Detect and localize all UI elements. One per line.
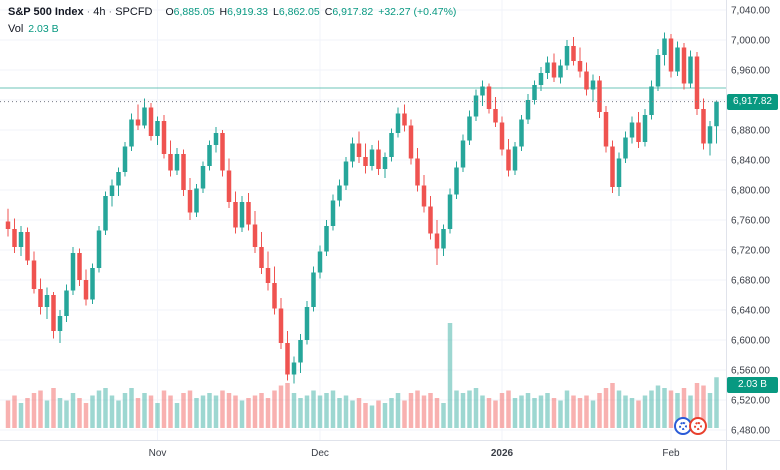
svg-text:Nov: Nov [149,448,167,459]
logo-red-icon [689,417,707,435]
volume-badge: 2.03 B [727,377,778,394]
svg-text:6,560.00: 6,560.00 [731,366,770,377]
svg-text:6,720.00: 6,720.00 [731,246,770,257]
high-key: H [219,6,228,18]
svg-text:6,480.00: 6,480.00 [731,426,770,437]
svg-text:6,840.00: 6,840.00 [731,156,770,167]
logo-blue-inner [679,422,687,430]
change-value: +32.27 (+0.47%) [378,6,457,18]
svg-text:6,960.00: 6,960.00 [731,66,770,77]
volume-value: 2.03 B [28,23,59,35]
svg-text:7,000.00: 7,000.00 [731,36,770,47]
grid [0,0,726,440]
low-value: 6,862.05 [278,6,320,18]
interval-label[interactable]: 4h [93,6,106,18]
y-axis[interactable]: 7,040.007,000.006,960.006,920.006,880.00… [731,6,770,437]
separator: · [86,6,91,18]
close-key: C [324,6,333,18]
separator: · [108,6,113,18]
svg-text:6,520.00: 6,520.00 [731,396,770,407]
svg-text:6,680.00: 6,680.00 [731,276,770,287]
watermark-logos [674,417,707,435]
svg-text:6,800.00: 6,800.00 [731,186,770,197]
exchange-label: SPCFD [115,6,153,18]
logo-red-inner [694,422,702,430]
svg-text:6,640.00: 6,640.00 [731,306,770,317]
svg-text:6,880.00: 6,880.00 [731,126,770,137]
svg-text:2026: 2026 [491,448,514,459]
volume-label: Vol [8,23,24,35]
legend-row-volume[interactable]: Vol 2.03 B [8,22,456,36]
svg-text:6,600.00: 6,600.00 [731,336,770,347]
low-key: L [273,6,279,18]
legend: S&P 500 Index · 4h · SPCFD O6,885.05 H6,919.33… [8,5,456,36]
svg-text:Dec: Dec [311,448,329,459]
svg-text:7,040.00: 7,040.00 [731,6,770,17]
close-value: 6,917.82 [332,6,374,18]
volume-series [5,323,719,428]
open-key: O [165,6,174,18]
ohlc-values: O6,885.05 H6,919.33 L6,862.05 C6,917.82 +32.… [161,6,457,18]
symbol-title[interactable]: S&P 500 Index [8,6,84,18]
candle-series [5,32,719,384]
x-axis[interactable]: Nov Dec 2026 Feb [149,448,680,459]
svg-text:6,760.00: 6,760.00 [731,216,770,227]
high-value: 6,919.33 [227,6,269,18]
svg-text:Feb: Feb [662,448,680,459]
last-price-badge: 6,917.82 [727,93,778,110]
legend-row-symbol: S&P 500 Index · 4h · SPCFD O6,885.05 H6,919.33… [8,5,456,19]
open-value: 6,885.05 [173,6,215,18]
